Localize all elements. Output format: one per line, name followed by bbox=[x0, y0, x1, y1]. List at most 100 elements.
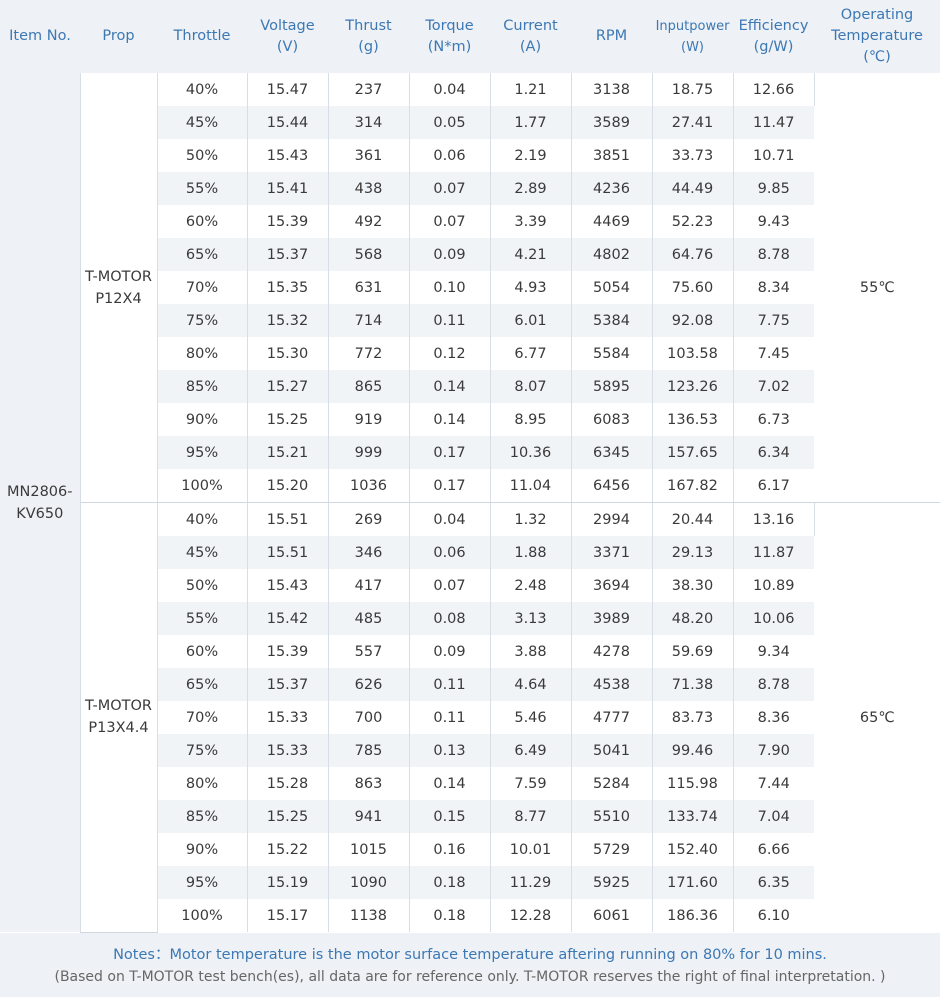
thrust-cell: 438 bbox=[328, 172, 410, 205]
efficiency-cell: 6.73 bbox=[757, 411, 790, 428]
efficiency-cell: 10.06 bbox=[733, 602, 814, 635]
voltage-cell: 15.22 bbox=[247, 833, 329, 866]
header-inputpower: Inputpower (W) bbox=[652, 0, 733, 73]
thrust-cell: 237 bbox=[328, 73, 410, 106]
current-cell: 4.64 bbox=[490, 668, 572, 701]
table-row: 50% 15.43 417 0.07 2.48 3694 38.30 10.89 bbox=[0, 569, 940, 602]
rpm-cell: 5384 bbox=[571, 304, 653, 337]
voltage-cell: 15.51 bbox=[247, 502, 329, 536]
voltage-cell: 15.28 bbox=[247, 767, 329, 800]
header-rpm: RPM bbox=[571, 0, 652, 73]
rpm-cell: 3694 bbox=[571, 569, 653, 602]
thrust-cell: 557 bbox=[328, 635, 410, 668]
current-cell: 6.77 bbox=[490, 337, 572, 370]
throttle-cell: 60% bbox=[157, 635, 248, 668]
inputpower-cell: 152.40 bbox=[652, 833, 734, 866]
torque-cell: 0.08 bbox=[409, 602, 491, 635]
inputpower-cell: 18.75 bbox=[652, 73, 734, 106]
temperature-cell: 65℃ bbox=[814, 502, 940, 932]
efficiency-cell: 6.10 bbox=[757, 907, 790, 924]
rpm-cell: 5584 bbox=[571, 337, 653, 370]
efficiency-cell: 9.85 bbox=[733, 172, 814, 205]
inputpower-cell: 115.98 bbox=[652, 767, 734, 800]
voltage-cell: 15.37 bbox=[247, 238, 329, 271]
inputpower-cell: 33.73 bbox=[652, 139, 734, 172]
torque-cell: 0.07 bbox=[409, 569, 491, 602]
inputpower-cell: 103.58 bbox=[652, 337, 734, 370]
current-cell: 4.21 bbox=[490, 238, 572, 271]
thrust-cell: 863 bbox=[328, 767, 410, 800]
voltage-cell: 15.33 bbox=[247, 734, 329, 767]
throttle-cell: 45% bbox=[157, 536, 248, 569]
rpm-cell: 6345 bbox=[571, 436, 653, 469]
throttle-cell: 40% bbox=[157, 73, 248, 106]
table-row: 100% 15.20 1036 0.17 11.04 6456 167.82 6.17 bbox=[0, 469, 940, 503]
throttle-cell: 70% bbox=[157, 701, 248, 734]
voltage-cell: 15.33 bbox=[247, 701, 329, 734]
voltage-cell: 15.21 bbox=[247, 436, 329, 469]
efficiency-cell: 8.36 bbox=[757, 709, 790, 726]
voltage-cell: 15.41 bbox=[247, 172, 329, 205]
throttle-cell: 55% bbox=[157, 172, 248, 205]
torque-cell: 0.06 bbox=[409, 139, 491, 172]
header-efficiency: Efficiency (g/W) bbox=[733, 0, 814, 73]
torque-cell: 0.11 bbox=[409, 701, 491, 734]
torque-cell: 0.07 bbox=[409, 205, 491, 238]
current-cell: 1.21 bbox=[490, 73, 572, 106]
header-item-no: Item No. bbox=[0, 0, 80, 73]
voltage-cell: 15.39 bbox=[247, 635, 329, 668]
inputpower-cell: 92.08 bbox=[652, 304, 734, 337]
rpm-cell: 2994 bbox=[571, 502, 653, 536]
voltage-cell: 15.37 bbox=[247, 668, 329, 701]
efficiency-cell: 7.90 bbox=[733, 734, 814, 767]
throttle-cell: 95% bbox=[157, 866, 248, 899]
torque-cell: 0.11 bbox=[409, 304, 491, 337]
thrust-cell: 626 bbox=[328, 668, 410, 701]
voltage-cell: 15.47 bbox=[247, 73, 329, 106]
rpm-cell: 5054 bbox=[571, 271, 653, 304]
rpm-cell: 3138 bbox=[571, 73, 653, 106]
inputpower-cell: 29.13 bbox=[652, 536, 734, 569]
torque-cell: 0.18 bbox=[409, 899, 491, 932]
efficiency-cell: 8.78 bbox=[733, 238, 814, 271]
table-row: MN2806-KV650 T-MOTOR P12X4 40% 15.47 237 0.04… bbox=[0, 73, 940, 932]
torque-cell: 0.18 bbox=[409, 866, 491, 899]
thrust-cell: 492 bbox=[328, 205, 410, 238]
rpm-cell: 4777 bbox=[571, 701, 653, 734]
inputpower-cell: 71.38 bbox=[652, 668, 734, 701]
efficiency-cell: 10.71 bbox=[752, 147, 795, 164]
rpm-cell: 5729 bbox=[571, 833, 653, 866]
rpm-cell: 6456 bbox=[571, 469, 653, 503]
torque-cell: 0.10 bbox=[409, 271, 491, 304]
voltage-cell: 15.32 bbox=[247, 304, 329, 337]
efficiency-cell: 9.34 bbox=[757, 643, 790, 660]
rpm-cell: 6083 bbox=[571, 403, 653, 436]
inputpower-cell: 186.36 bbox=[652, 899, 734, 932]
voltage-cell: 15.25 bbox=[247, 403, 329, 436]
torque-cell: 0.06 bbox=[409, 536, 491, 569]
rpm-cell: 5895 bbox=[571, 370, 653, 403]
current-cell: 1.32 bbox=[490, 502, 572, 536]
rpm-cell: 3371 bbox=[571, 536, 653, 569]
voltage-cell: 15.17 bbox=[247, 899, 329, 932]
efficiency-cell: 8.78 bbox=[733, 668, 814, 701]
torque-cell: 0.17 bbox=[409, 436, 491, 469]
thrust-cell: 631 bbox=[328, 271, 410, 304]
torque-cell: 0.16 bbox=[409, 833, 491, 866]
prop-cell: T-MOTOR P13X4.4 bbox=[80, 502, 158, 933]
voltage-cell: 15.44 bbox=[247, 106, 329, 139]
thrust-cell: 1036 bbox=[328, 469, 410, 503]
thrust-cell: 1138 bbox=[328, 899, 410, 932]
inputpower-cell: 75.60 bbox=[652, 271, 734, 304]
thrust-cell: 785 bbox=[328, 734, 410, 767]
thrust-cell: 485 bbox=[328, 602, 410, 635]
throttle-cell: 50% bbox=[157, 569, 248, 602]
thrust-cell: 714 bbox=[328, 304, 410, 337]
thrust-cell: 314 bbox=[328, 106, 410, 139]
throttle-cell: 70% bbox=[157, 271, 248, 304]
table-body: MN2806-KV650 T-MOTOR P12X4 40% 15.47 237 0.04… bbox=[0, 73, 940, 933]
item-no-cell: MN2806-KV650 bbox=[0, 73, 81, 932]
table-row: 85% 15.27 865 0.14 8.07 5895 123.26 7.02 bbox=[0, 370, 940, 403]
rpm-cell: 4802 bbox=[571, 238, 653, 271]
